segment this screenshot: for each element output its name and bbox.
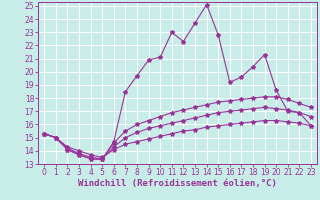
- X-axis label: Windchill (Refroidissement éolien,°C): Windchill (Refroidissement éolien,°C): [78, 179, 277, 188]
